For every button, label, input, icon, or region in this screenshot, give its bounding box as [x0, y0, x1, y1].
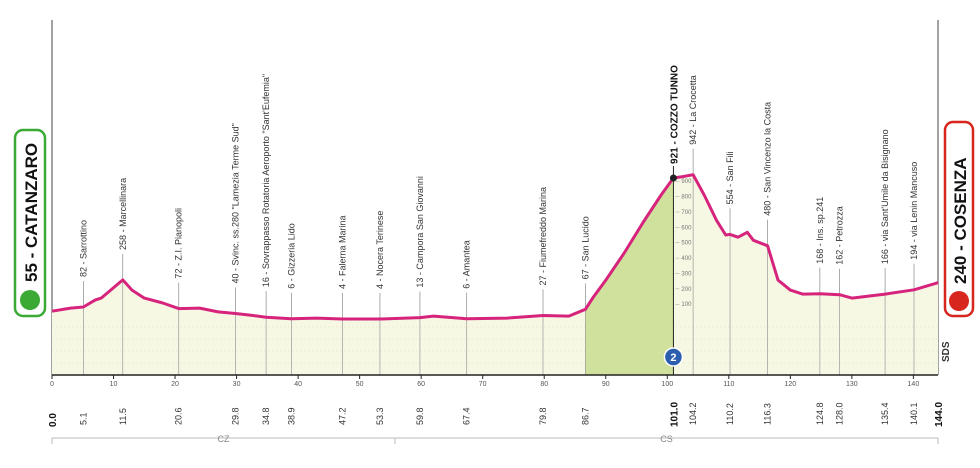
waypoint-label: 480 - San Vincenzo la Costa — [763, 102, 773, 216]
waypoint-label: 27 - Fiumefreddo Marina — [538, 187, 548, 286]
waypoint-label: 67 - San Lucido — [580, 216, 590, 279]
finish-badge — [943, 120, 975, 318]
x-tick-label: 90 — [602, 381, 610, 388]
x-tick-label: 70 — [479, 381, 487, 388]
finish-icon — [949, 291, 969, 311]
region-bracket — [51, 437, 939, 444]
waypoint-km: 34.8 — [261, 407, 271, 425]
waypoint-km: 140.1 — [909, 402, 919, 425]
sponsor-label: SDS — [941, 341, 952, 362]
waypoint-km: 11.5 — [118, 408, 128, 425]
waypoint-km: 38.9 — [286, 407, 296, 425]
waypoint-km: 79.8 — [538, 407, 548, 425]
waypoint-km: 20.6 — [174, 407, 184, 425]
waypoint-label: 13 - Campora San Giovanni — [415, 176, 425, 288]
start-badge — [13, 128, 47, 318]
summit-km: 101.0 — [669, 402, 680, 427]
x-tick-label: 110 — [723, 381, 734, 388]
category-badge — [663, 347, 684, 367]
y-tick-label: 800 — [681, 195, 692, 201]
waypoint-km: 124.8 — [815, 402, 825, 425]
finish-km: 144.0 — [934, 402, 945, 427]
x-tick-label: 50 — [356, 381, 364, 388]
y-tick-label: 600 — [681, 225, 692, 231]
x-tick-label: 140 — [908, 381, 920, 388]
start-km: 0.0 — [48, 413, 59, 427]
waypoint-label: 194 - via Lenin Mancuso — [909, 162, 919, 260]
x-tick-label: 0 — [50, 381, 54, 388]
waypoint-label: 258 - Marcellinara — [118, 178, 128, 250]
waypoint-km: 47.2 — [337, 407, 347, 425]
waypoint-km: 135.4 — [880, 402, 890, 425]
start-label: 55 - CATANZARO — [22, 143, 41, 282]
x-tick-label: 10 — [110, 381, 118, 388]
waypoint-km: 53.3 — [375, 407, 385, 425]
x-tick-label: 30 — [233, 381, 241, 388]
waypoint-label: 554 - San Fili — [725, 151, 735, 204]
waypoint-label: 4 - Nocera Terinese — [375, 211, 385, 289]
y-tick-label: 500 — [681, 241, 692, 247]
start-icon — [20, 290, 40, 310]
waypoint-label: 82 - Sarrottino — [78, 220, 88, 277]
waypoint-label: 16 - Sovrappasso Rotatoria Aeroporto "Sa… — [261, 74, 271, 287]
waypoint-km: 29.8 — [230, 407, 240, 425]
region-label: CS — [660, 434, 673, 444]
summit-label: 921 - COZZO TUNNO — [669, 65, 680, 164]
waypoint-label: 942 - La Crocetta — [688, 75, 698, 145]
waypoint-label: 40 - Svinc. ss.280 "Lamezia Terme Sud" — [230, 123, 240, 283]
summit-dot — [669, 174, 677, 182]
finish-label: 240 - COSENZA — [951, 157, 970, 284]
waypoint-km: 104.2 — [688, 402, 698, 425]
x-tick-label: 60 — [417, 381, 425, 388]
waypoint-label: 166 - via Sant'Umile da Bisignano — [880, 129, 890, 264]
x-tick-label: 120 — [784, 381, 796, 388]
y-tick-label: 900 — [681, 179, 692, 185]
y-tick-label: 400 — [681, 256, 692, 262]
region-label: CZ — [218, 434, 230, 444]
y-tick-label: 100 — [681, 302, 692, 308]
x-tick-label: 100 — [661, 381, 673, 388]
x-tick-label: 40 — [294, 381, 302, 388]
waypoint-label: 72 - Z.I. Pianopoli — [174, 208, 184, 279]
waypoint-km: 128.0 — [835, 402, 845, 425]
y-tick-label: 200 — [681, 287, 692, 293]
waypoint-label: 168 - Ins. sp.241 — [815, 197, 825, 264]
waypoint-km: 59.8 — [415, 407, 425, 425]
waypoint-km: 116.3 — [763, 403, 773, 425]
x-tick-label: 20 — [171, 381, 179, 388]
waypoint-km: 86.7 — [580, 407, 590, 425]
category-label: 2 — [670, 352, 676, 364]
climb-area — [585, 177, 674, 375]
waypoint-label: 162 - Petrozza — [835, 206, 845, 265]
x-tick-label: 80 — [540, 381, 548, 388]
profile-area — [52, 174, 938, 375]
waypoint-label: 6 - Gizzeria Lido — [286, 223, 296, 289]
waypoint-km: 67.4 — [462, 407, 472, 425]
y-tick-label: 700 — [681, 210, 692, 216]
x-tick-label: 130 — [846, 381, 858, 388]
y-tick-label: 300 — [681, 271, 692, 277]
waypoint-label: 6 - Amantea — [462, 240, 472, 289]
waypoint-label: 4 - Falerna Marina — [337, 215, 347, 289]
waypoint-km: 110.2 — [725, 403, 735, 425]
profile-line — [51, 173, 939, 321]
waypoint-km: 5.1 — [78, 412, 88, 425]
